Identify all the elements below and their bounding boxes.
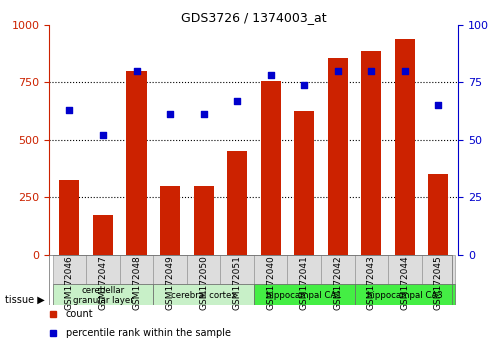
- Bar: [153, 284, 254, 306]
- Bar: [220, 255, 254, 284]
- Bar: [194, 186, 213, 255]
- Text: GSM172045: GSM172045: [434, 255, 443, 310]
- Text: cerebral cortex: cerebral cortex: [171, 291, 236, 300]
- Text: GSM172048: GSM172048: [132, 255, 141, 310]
- Text: count: count: [66, 309, 93, 319]
- Point: [334, 68, 342, 74]
- Bar: [227, 151, 247, 255]
- Bar: [354, 284, 455, 306]
- Bar: [53, 255, 86, 284]
- Text: GSM172046: GSM172046: [65, 255, 74, 310]
- Point: [367, 68, 375, 74]
- Point: [166, 112, 174, 117]
- Text: GSM172051: GSM172051: [233, 255, 242, 310]
- Bar: [361, 51, 382, 255]
- Bar: [261, 81, 281, 255]
- Text: GSM172042: GSM172042: [333, 255, 342, 310]
- Point: [267, 73, 275, 78]
- Bar: [59, 180, 79, 255]
- Text: tissue ▶: tissue ▶: [4, 294, 44, 304]
- Point: [300, 82, 308, 87]
- Text: GSM172049: GSM172049: [166, 255, 175, 310]
- Point: [66, 107, 73, 113]
- Bar: [321, 255, 354, 284]
- Text: hippocampal CA1: hippocampal CA1: [266, 291, 342, 300]
- Bar: [187, 255, 220, 284]
- Bar: [395, 39, 415, 255]
- Bar: [153, 255, 187, 284]
- Bar: [328, 58, 348, 255]
- Text: GSM172047: GSM172047: [99, 255, 107, 310]
- Text: cerebellar
granular layer: cerebellar granular layer: [72, 286, 133, 305]
- Bar: [287, 255, 321, 284]
- Bar: [294, 111, 314, 255]
- Bar: [428, 174, 449, 255]
- Bar: [53, 284, 153, 306]
- Bar: [120, 255, 153, 284]
- Bar: [354, 255, 388, 284]
- Text: GSM172044: GSM172044: [400, 255, 409, 310]
- Text: GSM172040: GSM172040: [266, 255, 275, 310]
- Bar: [388, 255, 422, 284]
- Point: [99, 132, 107, 138]
- Bar: [160, 186, 180, 255]
- Point: [200, 112, 208, 117]
- Text: hippocampal CA3: hippocampal CA3: [367, 291, 443, 300]
- Text: GSM172050: GSM172050: [199, 255, 208, 310]
- Bar: [254, 284, 354, 306]
- Point: [133, 68, 141, 74]
- Point: [434, 102, 442, 108]
- Bar: [126, 71, 146, 255]
- Point: [401, 68, 409, 74]
- Bar: [422, 255, 455, 284]
- Bar: [254, 255, 287, 284]
- Text: GSM172041: GSM172041: [300, 255, 309, 310]
- Title: GDS3726 / 1374003_at: GDS3726 / 1374003_at: [181, 11, 327, 24]
- Bar: [86, 255, 120, 284]
- Point: [233, 98, 241, 103]
- Text: GSM172043: GSM172043: [367, 255, 376, 310]
- Bar: [93, 215, 113, 255]
- Text: percentile rank within the sample: percentile rank within the sample: [66, 328, 231, 338]
